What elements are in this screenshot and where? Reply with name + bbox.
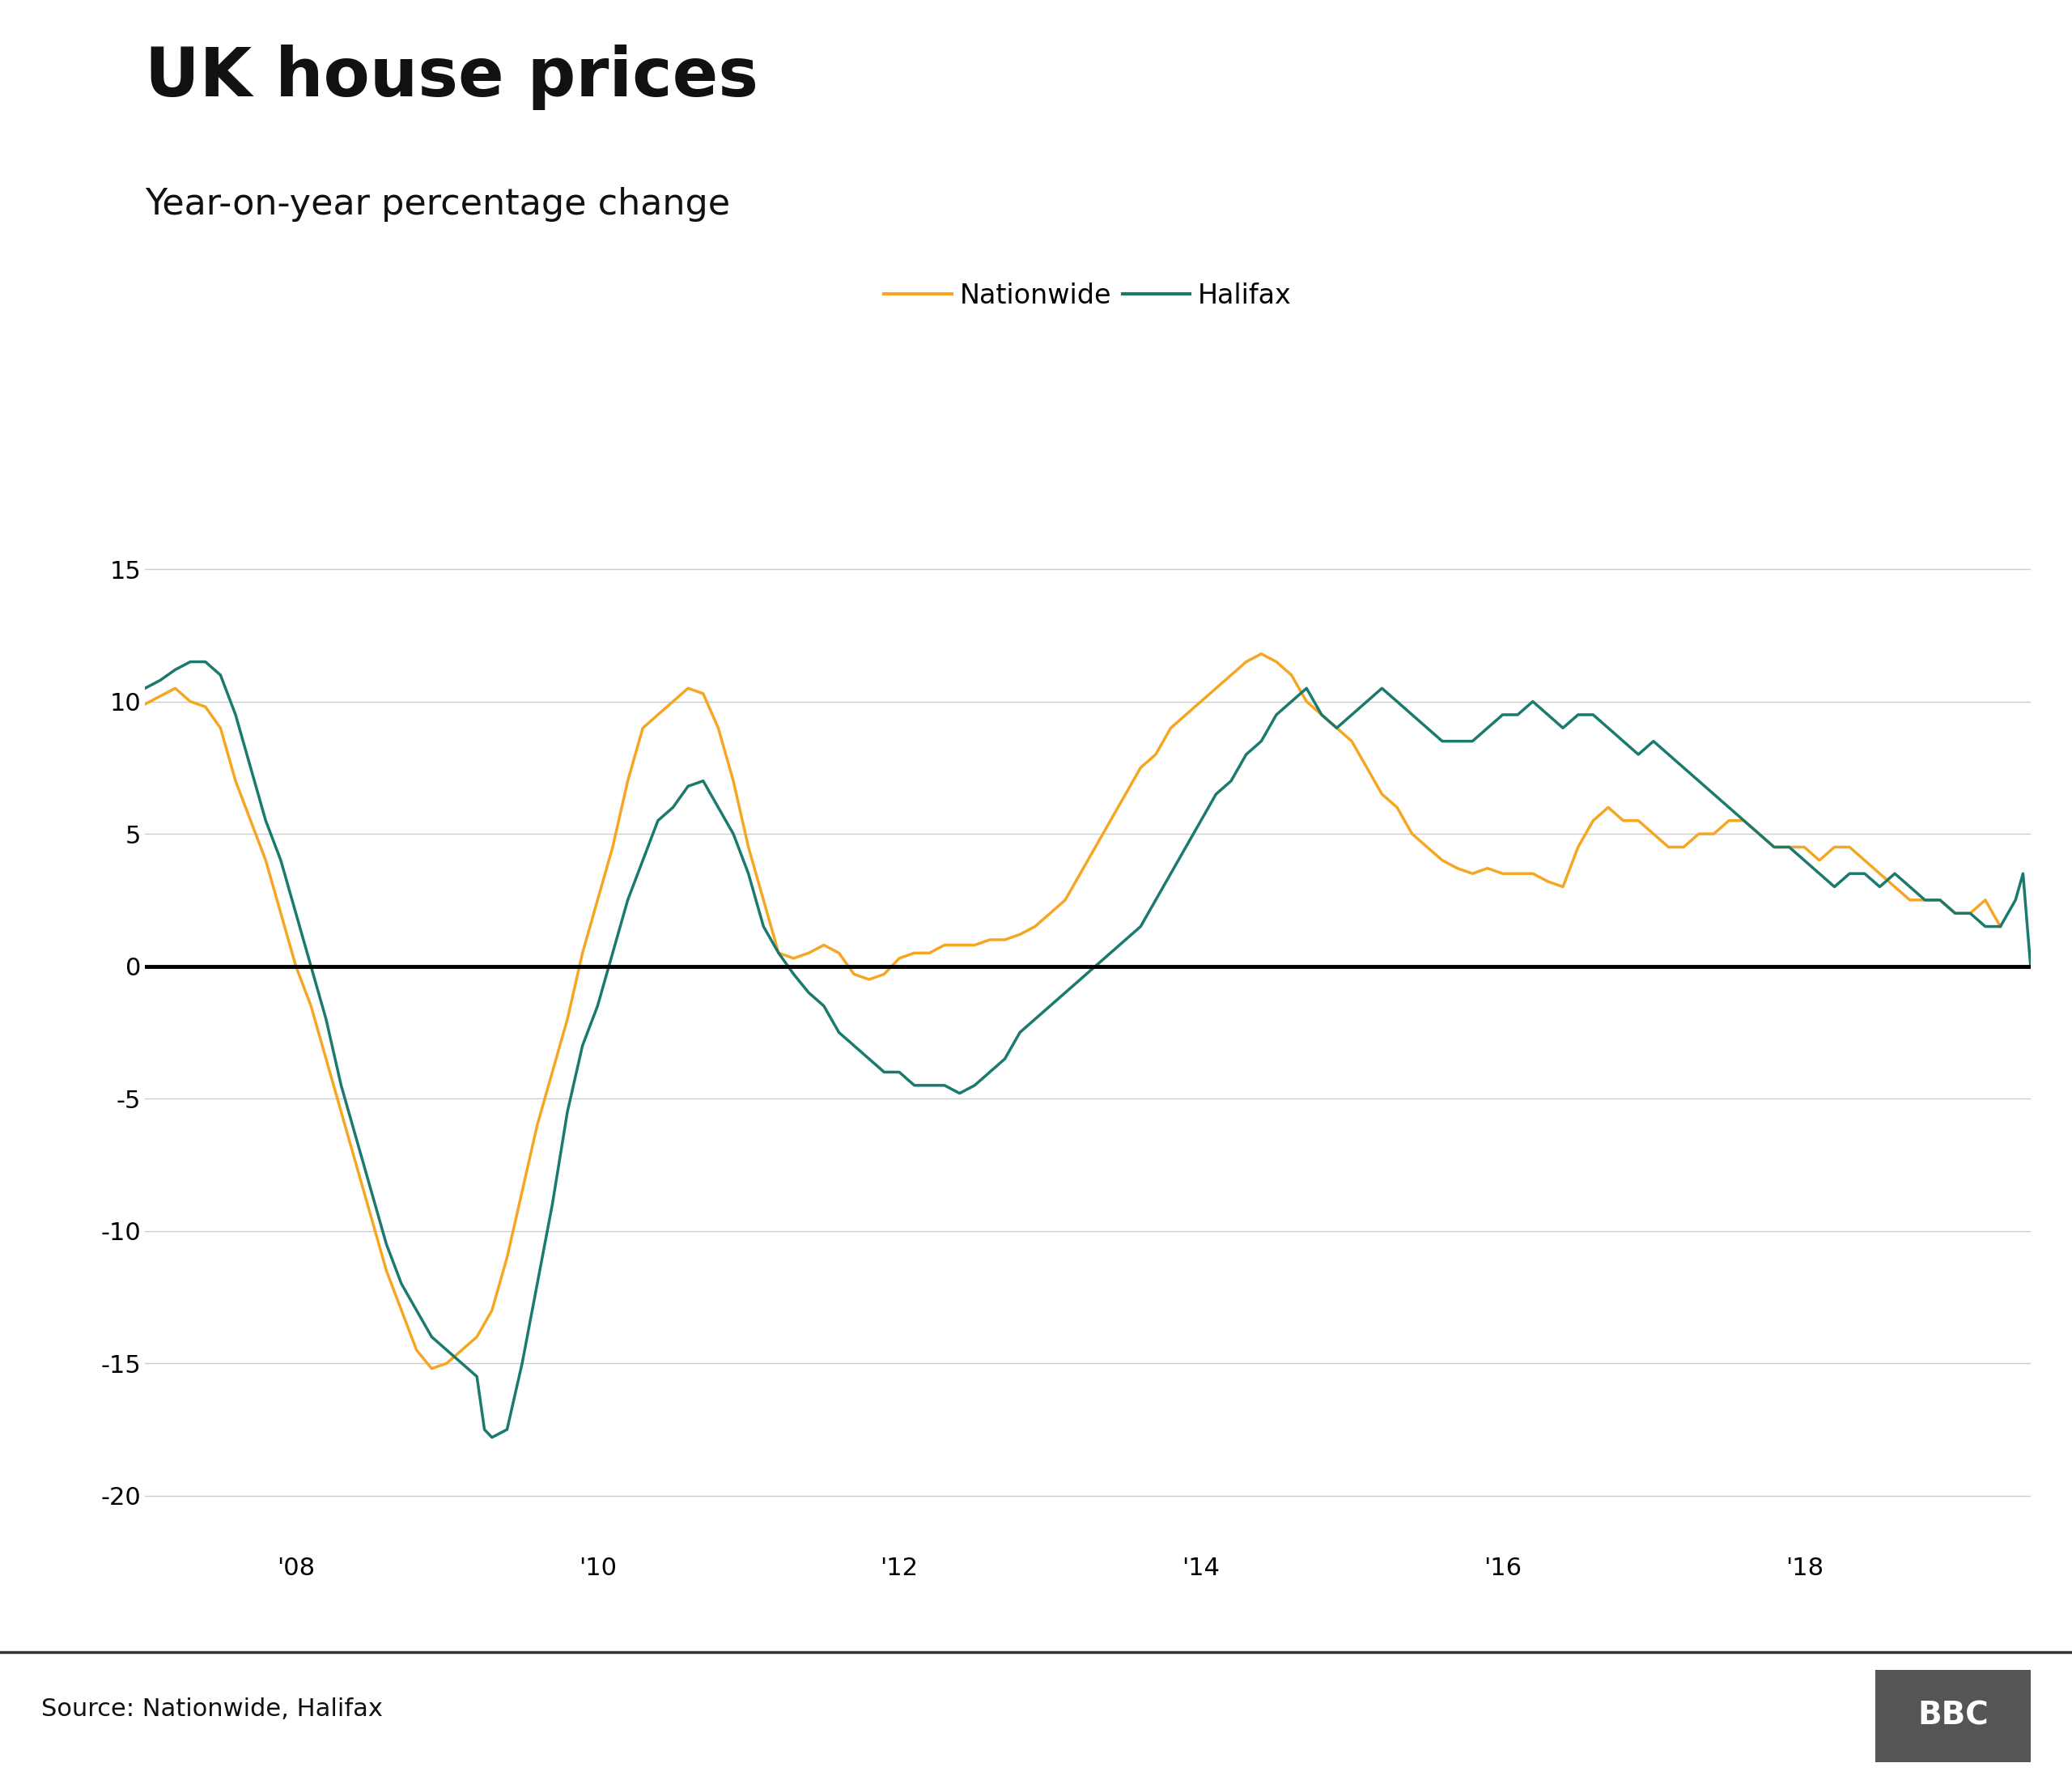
Text: UK house prices: UK house prices (145, 44, 758, 110)
Legend: Nationwide, Halifax: Nationwide, Halifax (874, 272, 1301, 320)
Text: Year-on-year percentage change: Year-on-year percentage change (145, 187, 729, 222)
Text: Source: Nationwide, Halifax: Source: Nationwide, Halifax (41, 1696, 383, 1721)
Text: BBC: BBC (1917, 1700, 1989, 1732)
